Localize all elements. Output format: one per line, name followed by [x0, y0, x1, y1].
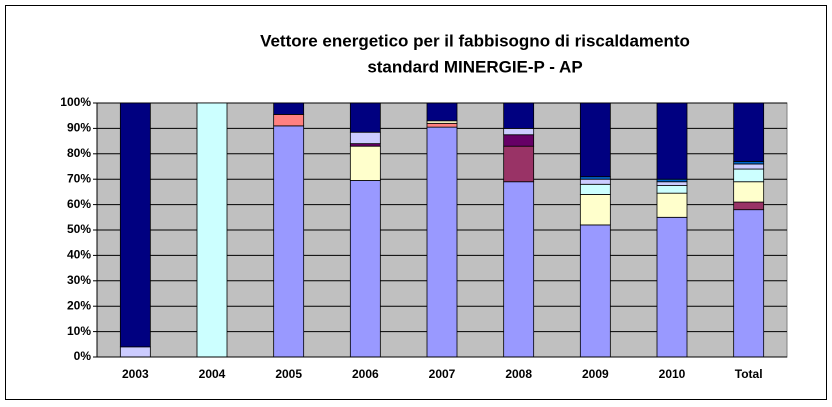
bar-segment — [579, 178, 611, 185]
bar-segment — [196, 102, 228, 358]
bar-segment — [349, 102, 381, 133]
x-tick-label: 2009 — [582, 367, 609, 381]
bar-segment — [273, 114, 305, 127]
bar-segment — [733, 201, 765, 211]
bar-segment — [656, 181, 688, 186]
x-tick-label: Total — [735, 367, 763, 381]
bar-segment — [349, 145, 381, 181]
bar-segment — [579, 194, 611, 226]
x-tick-label: 2005 — [275, 367, 302, 381]
bar-segment — [656, 102, 688, 180]
bar-segment — [273, 125, 305, 358]
bar-segment — [426, 122, 458, 128]
bar-segment — [119, 346, 151, 358]
bar-segment — [733, 168, 765, 183]
x-tick-label: 2003 — [122, 367, 149, 381]
bar-segment — [579, 183, 611, 195]
y-tick-label: 50% — [67, 222, 91, 236]
bar-segment — [349, 180, 381, 358]
bar-segment — [656, 192, 688, 218]
x-tick-label: 2004 — [199, 367, 226, 381]
bar-segment — [349, 131, 381, 145]
y-tick-label: 10% — [67, 324, 91, 338]
bar-segment — [119, 102, 151, 348]
y-tick-label: 60% — [67, 197, 91, 211]
y-tick-label: 70% — [67, 171, 91, 185]
y-tick-label: 20% — [67, 298, 91, 312]
bar-segment — [503, 127, 535, 136]
bar-segment — [656, 216, 688, 358]
bar-segment — [503, 102, 535, 129]
x-tick-label: 2006 — [352, 367, 379, 381]
chart-title: standard MINERGIE-P - AP — [367, 57, 582, 76]
bar-segment — [503, 134, 535, 147]
y-tick-label: 100% — [60, 95, 91, 109]
y-tick-label: 80% — [67, 146, 91, 160]
x-tick-label: 2010 — [659, 367, 686, 381]
bar-segment — [733, 209, 765, 358]
bar-segment — [579, 224, 611, 358]
bar-segment — [503, 181, 535, 358]
y-tick-label: 0% — [74, 349, 92, 363]
x-tick-label: 2007 — [429, 367, 456, 381]
x-tick-label: 2008 — [505, 367, 532, 381]
bar-segment — [503, 145, 535, 183]
bar-segment — [426, 102, 458, 122]
bar-segment — [733, 181, 765, 203]
chart-title: Vettore energetico per il fabbisogno di … — [260, 31, 690, 50]
y-tick-label: 30% — [67, 273, 91, 287]
bar-segment — [579, 102, 611, 178]
bar-segment — [273, 102, 305, 115]
bar-segment — [426, 126, 458, 358]
y-tick-label: 40% — [67, 248, 91, 262]
bar-segment — [733, 102, 765, 162]
bar-segment — [656, 185, 688, 194]
y-tick-label: 90% — [67, 121, 91, 135]
bar-segment — [733, 163, 765, 170]
